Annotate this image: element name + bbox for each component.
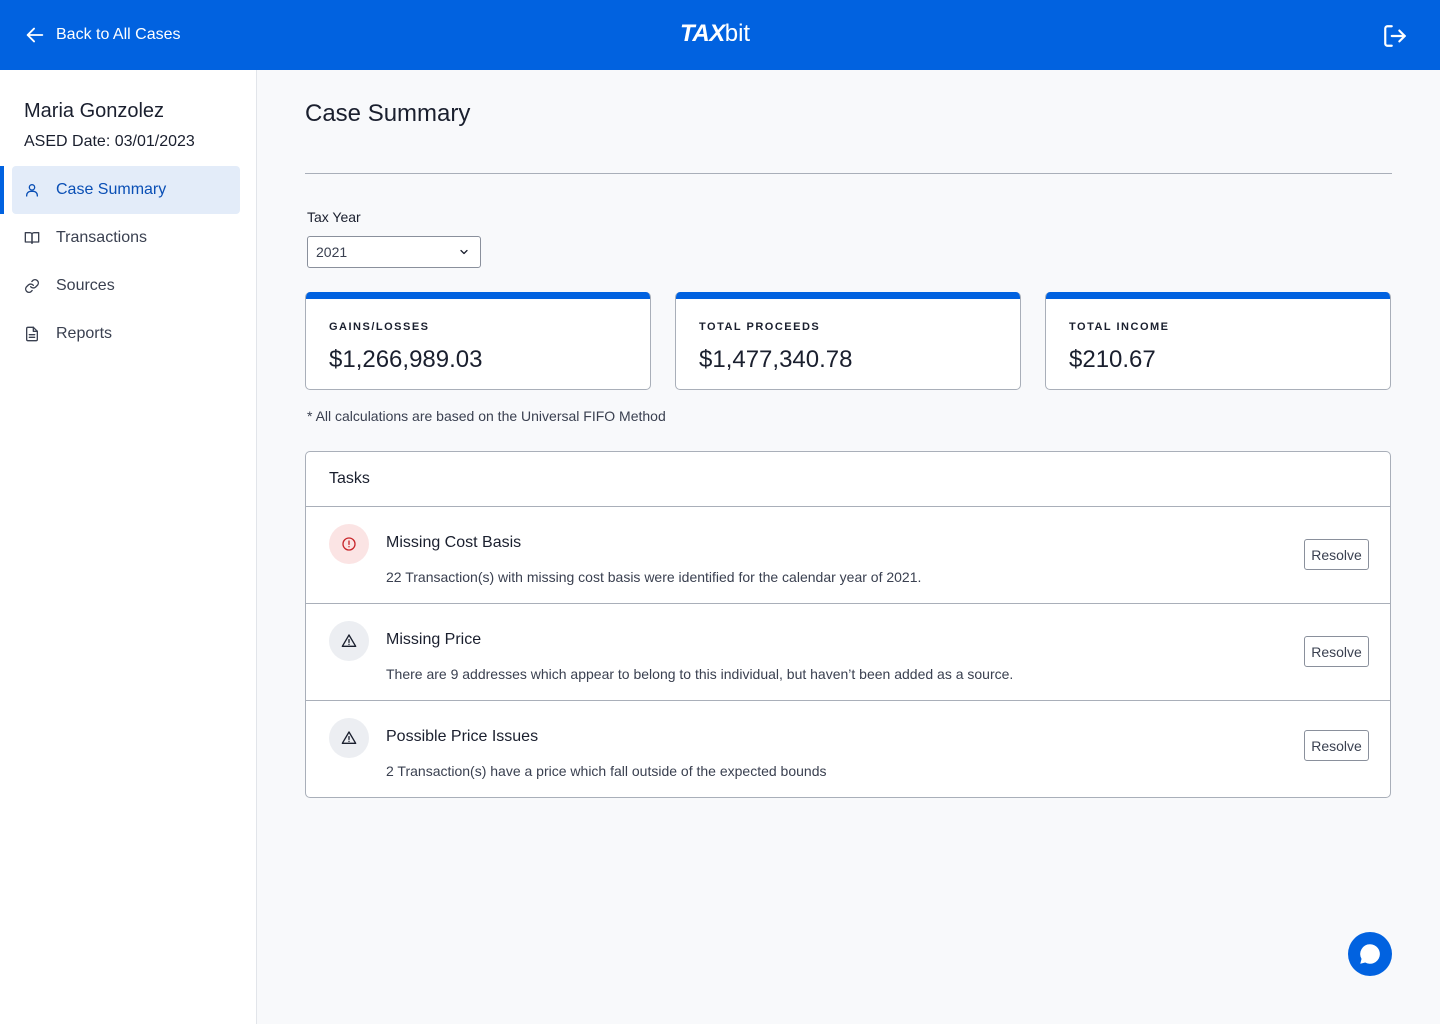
- stat-label: TOTAL INCOME: [1069, 321, 1170, 333]
- chat-bubble-icon: [1360, 944, 1380, 964]
- stat-card-total-income: TOTAL INCOME $210.67: [1045, 292, 1391, 390]
- chat-button[interactable]: [1348, 932, 1392, 976]
- stat-card-gains-losses: GAINS/LOSSES $1,266,989.03: [305, 292, 651, 390]
- taxbit-logo: TAX bit: [680, 20, 750, 50]
- tax-year-label: Tax Year: [307, 209, 361, 225]
- task-row-missing-price: Missing Price There are 9 addresses whic…: [306, 604, 1390, 701]
- task-icon: [329, 524, 369, 564]
- stat-label: GAINS/LOSSES: [329, 321, 430, 333]
- stat-value: $1,477,340.78: [699, 346, 853, 373]
- sidebar-item-label: Transactions: [56, 229, 147, 246]
- task-description: There are 9 addresses which appear to be…: [386, 666, 1014, 682]
- book-icon: [24, 232, 40, 244]
- title-divider: [305, 173, 1392, 174]
- logo-light-text: bit: [724, 20, 751, 47]
- logout-icon: [1384, 25, 1406, 47]
- sidebar-item-transactions[interactable]: Transactions: [12, 214, 240, 262]
- sidebar-item-label: Reports: [56, 325, 113, 342]
- task-description: 2 Transaction(s) have a price which fall…: [386, 763, 827, 779]
- resolve-button[interactable]: Resolve: [1304, 539, 1369, 570]
- user-icon: [26, 184, 38, 197]
- stat-card-total-proceeds: TOTAL PROCEEDS $1,477,340.78: [675, 292, 1021, 390]
- page-title: Case Summary: [305, 100, 471, 127]
- tax-year-value: 2021: [316, 244, 348, 260]
- ased-date: ASED Date: 03/01/2023: [24, 133, 195, 150]
- resolve-button[interactable]: Resolve: [1304, 636, 1369, 667]
- task-row-missing-cost-basis: Missing Cost Basis 22 Transaction(s) wit…: [306, 507, 1390, 604]
- task-title: Missing Cost Basis: [386, 534, 522, 551]
- main-content: Case Summary Tax Year 2021 GAINS/LOSSES …: [257, 70, 1440, 1024]
- sidebar: Maria Gonzolez ASED Date: 03/01/2023 Cas…: [0, 70, 257, 1024]
- sidebar-item-case-summary[interactable]: Case Summary: [12, 166, 240, 214]
- back-to-all-cases-link[interactable]: Back to All Cases: [24, 22, 181, 48]
- task-title: Possible Price Issues: [386, 728, 539, 745]
- task-title: Missing Price: [386, 631, 482, 648]
- document-icon: [26, 326, 38, 342]
- logo-bold-text: TAX: [680, 20, 725, 47]
- warning-triangle-icon: [341, 731, 357, 744]
- client-name: Maria Gonzolez: [24, 100, 165, 122]
- task-row-possible-price-issues: Possible Price Issues 2 Transaction(s) h…: [306, 701, 1390, 797]
- task-icon: [329, 621, 369, 661]
- sidebar-item-reports[interactable]: Reports: [12, 310, 240, 358]
- link-icon: [25, 279, 39, 293]
- alert-circle-icon: [342, 537, 356, 551]
- sidebar-item-label: Sources: [56, 277, 115, 294]
- arrow-left-icon: [26, 27, 44, 43]
- stat-value: $210.67: [1069, 346, 1156, 373]
- active-nav-indicator: [0, 166, 4, 214]
- resolve-button[interactable]: Resolve: [1304, 730, 1369, 761]
- tasks-title: Tasks: [306, 452, 1390, 507]
- chevron-down-icon: [460, 249, 468, 255]
- top-bar: Back to All Cases TAX bit: [0, 0, 1440, 70]
- sidebar-item-label: Case Summary: [56, 181, 167, 198]
- back-link-label: Back to All Cases: [56, 26, 181, 43]
- calculation-note: * All calculations are based on the Univ…: [307, 408, 666, 424]
- tasks-panel: Tasks Missing Cost Basis 22 Transaction(…: [305, 451, 1391, 798]
- tax-year-select[interactable]: 2021: [307, 236, 481, 268]
- warning-triangle-icon: [341, 634, 357, 647]
- stat-value: $1,266,989.03: [329, 346, 483, 373]
- task-icon: [329, 718, 369, 758]
- sidebar-item-sources[interactable]: Sources: [12, 262, 240, 310]
- logout-button[interactable]: [1382, 23, 1408, 49]
- stat-label: TOTAL PROCEEDS: [699, 321, 821, 333]
- task-description: 22 Transaction(s) with missing cost basi…: [386, 569, 922, 585]
